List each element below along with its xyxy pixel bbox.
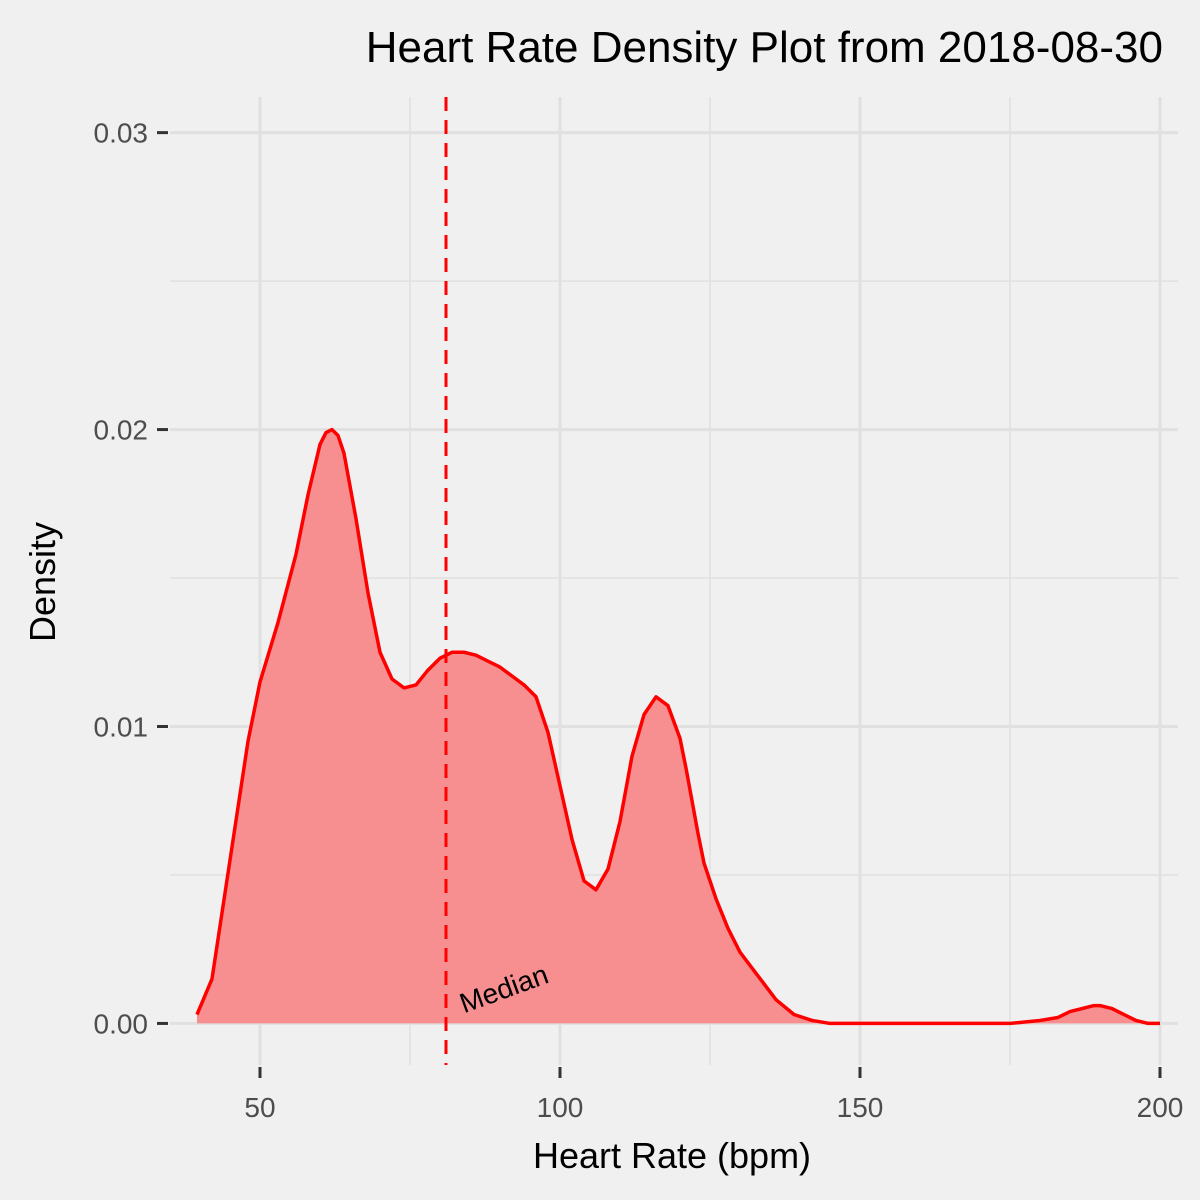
- density-area-fill: [197, 429, 1160, 1024]
- x-tick-label: 100: [537, 1092, 584, 1123]
- x-tick-label: 150: [837, 1092, 884, 1123]
- x-tick-label: 50: [244, 1092, 275, 1123]
- y-tick-label: 0.02: [94, 415, 149, 446]
- y-tick-label: 0.00: [94, 1008, 149, 1039]
- density-curve-line: [195, 427, 1160, 1026]
- x-axis-title: Heart Rate (bpm): [533, 1135, 811, 1176]
- density-area-layer: [195, 427, 1160, 1026]
- y-tick-label: 0.03: [94, 118, 149, 149]
- y-axis-title: Density: [22, 522, 63, 642]
- x-tick-label: 200: [1137, 1092, 1184, 1123]
- y-tick-label: 0.01: [94, 711, 149, 742]
- axis-layer: 0.00 0.01 0.02 0.03 50 100 150 200: [94, 118, 1184, 1123]
- chart-title: Heart Rate Density Plot from 2018-08-30: [366, 23, 1163, 72]
